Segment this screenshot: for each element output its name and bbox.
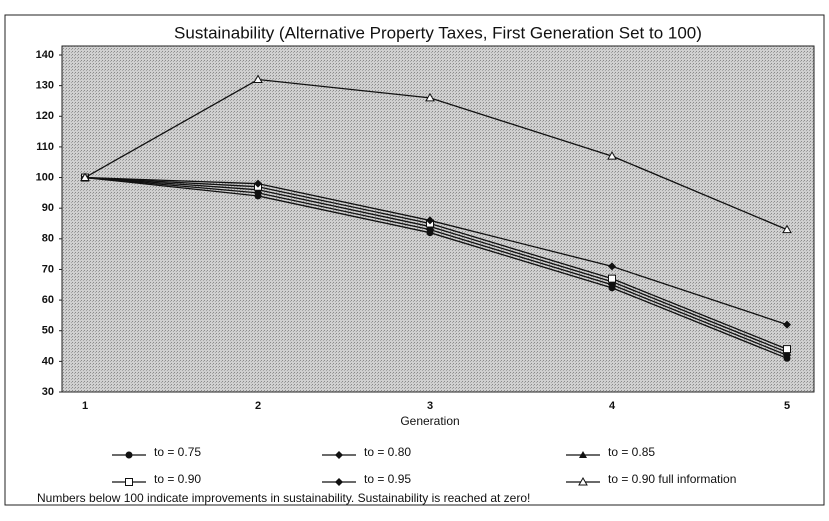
marker xyxy=(607,151,617,160)
y-tick-label: 50 xyxy=(42,325,54,337)
legend-label: to = 0.75 xyxy=(154,445,201,459)
marker xyxy=(782,224,792,234)
note: Numbers below 100 indicate improvements … xyxy=(37,491,530,505)
marker xyxy=(254,179,262,188)
marker xyxy=(125,478,133,486)
y-tick-label: 30 xyxy=(42,386,54,398)
y-tick-label: 80 xyxy=(42,233,54,245)
x-tick-label: 3 xyxy=(427,400,433,412)
y-tick-label: 70 xyxy=(42,263,54,275)
y-tick-label: 100 xyxy=(36,171,54,183)
legend-label: to = 0.95 xyxy=(364,472,411,486)
marker xyxy=(783,320,791,329)
marker xyxy=(578,476,588,486)
legend-label: to = 0.80 xyxy=(364,445,411,459)
y-tick-label: 90 xyxy=(42,202,54,214)
y-tick-label: 110 xyxy=(36,141,54,153)
x-tick-label: 5 xyxy=(784,400,790,412)
plot-area xyxy=(61,45,815,393)
frame xyxy=(4,14,825,506)
marker xyxy=(608,262,616,271)
y-tick-label: 140 xyxy=(36,49,54,61)
x-axis-label: Generation xyxy=(400,414,459,428)
marker xyxy=(426,216,434,225)
marker xyxy=(579,451,587,458)
x-tick-label: 1 xyxy=(82,400,88,412)
y-tick-label: 130 xyxy=(36,80,54,92)
x-tick-label: 2 xyxy=(255,400,261,412)
marker xyxy=(335,451,343,459)
marker xyxy=(125,451,133,459)
y-tick-label: 60 xyxy=(42,294,54,306)
marker xyxy=(253,74,263,84)
legend-label: to = 0.90 full information xyxy=(608,472,736,486)
x-tick-label: 4 xyxy=(609,400,616,412)
marker xyxy=(783,345,791,354)
y-tick-label: 40 xyxy=(42,355,54,367)
chart-title: Sustainability (Alternative Property Tax… xyxy=(174,23,702,42)
marker xyxy=(80,172,90,182)
legend-label: to = 0.85 xyxy=(608,445,655,459)
marker xyxy=(425,92,435,102)
marker xyxy=(608,274,616,283)
legend-label: to = 0.90 xyxy=(154,472,201,486)
y-tick-label: 120 xyxy=(36,110,54,122)
marker xyxy=(335,478,343,486)
